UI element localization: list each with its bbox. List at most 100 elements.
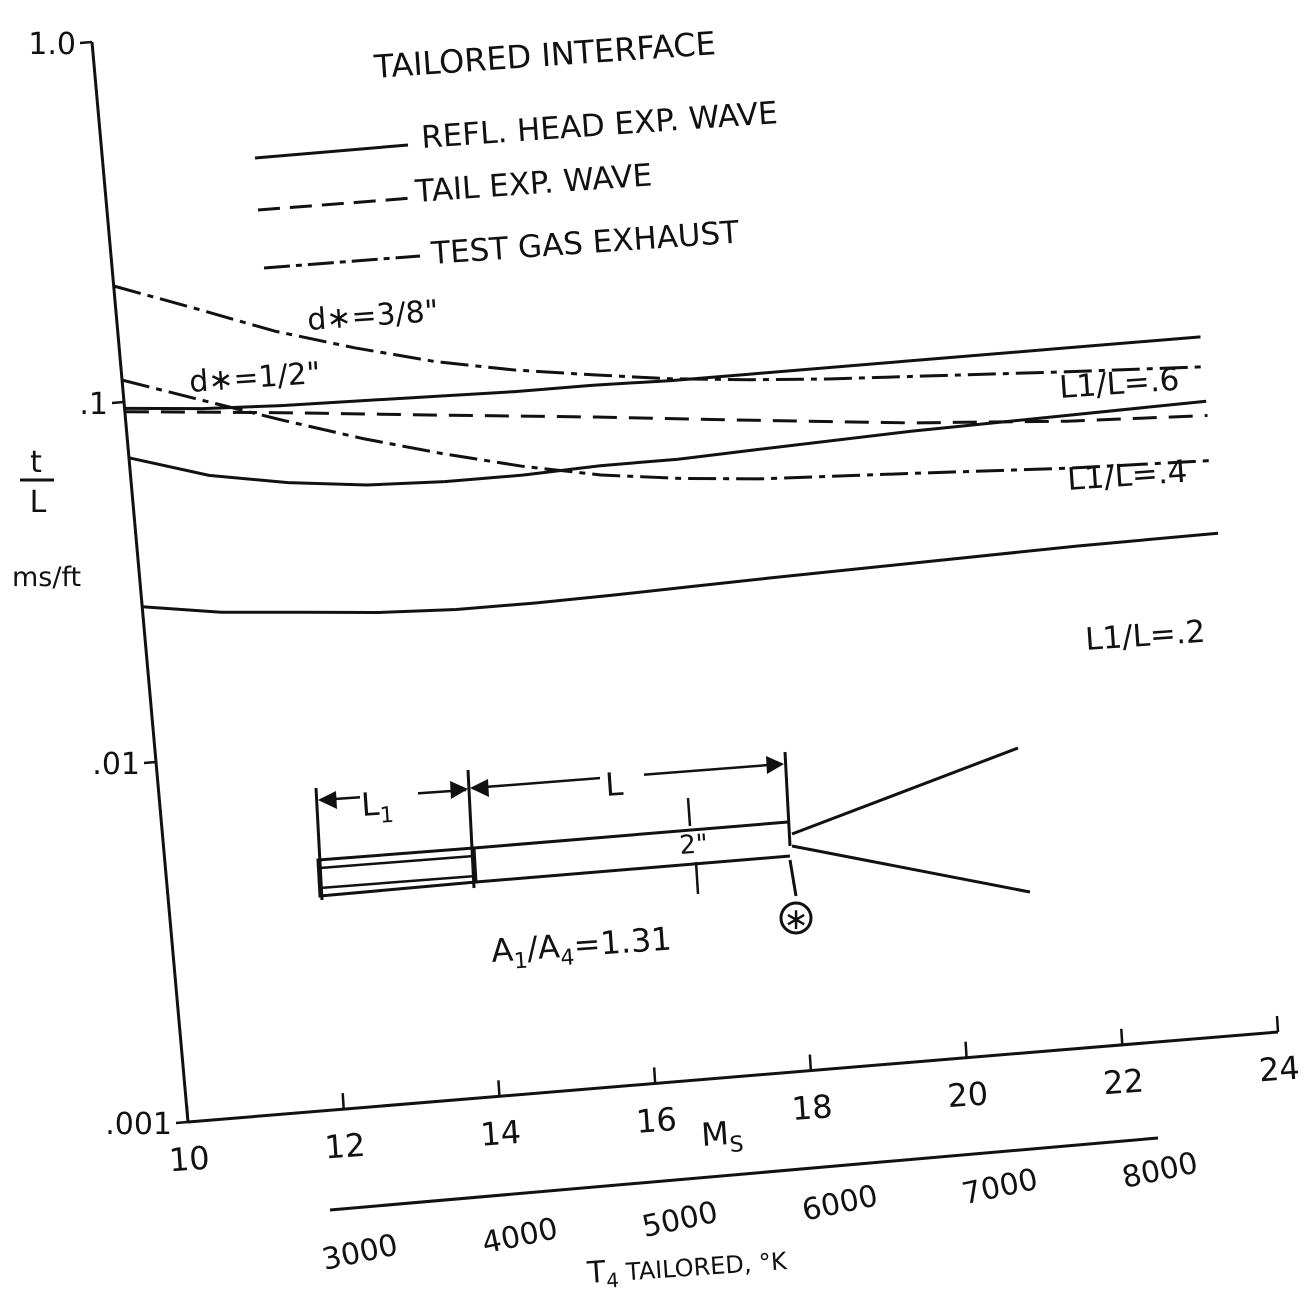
temperature-tick-label: 8000 bbox=[1119, 1146, 1201, 1196]
y-tick-label: 1.0 bbox=[28, 27, 76, 62]
y-tick-mark bbox=[79, 40, 93, 45]
tube-split-marker bbox=[466, 769, 476, 889]
driven-tube-top bbox=[473, 820, 789, 850]
y-label-denominator: L bbox=[30, 485, 47, 520]
diameter-tick-top bbox=[686, 797, 692, 827]
tube-left-marker bbox=[314, 787, 324, 901]
x-tick-label: 18 bbox=[790, 1087, 833, 1128]
temperature-tick-label: 5000 bbox=[639, 1195, 721, 1245]
y-tick-label: .1 bbox=[79, 387, 108, 422]
y-tick-label: .001 bbox=[105, 1107, 172, 1142]
nozzle-upper-wall bbox=[791, 746, 1019, 836]
tube-end-marker bbox=[783, 751, 792, 847]
nozzle-symbol: ∗ bbox=[783, 902, 808, 937]
legend-label-refl-head: REFL. HEAD EXP. WAVE bbox=[420, 95, 779, 156]
diameter-tick-bottom bbox=[694, 861, 700, 895]
series-line-solid bbox=[124, 335, 1201, 411]
x-tick-mark bbox=[1275, 1015, 1280, 1033]
x-tick-mark bbox=[341, 1093, 345, 1110]
area-ratio-a4-sub: 4 bbox=[560, 945, 576, 971]
legend-label-exhaust: TEST GAS EXHAUST bbox=[429, 214, 741, 272]
area-ratio-a1-sub: 1 bbox=[513, 949, 529, 975]
l1-arrow-right bbox=[450, 781, 468, 799]
l-label-backing bbox=[600, 760, 644, 802]
temp-label-rest: TAILORED, °K bbox=[617, 1247, 788, 1287]
temperature-axis-title: T4 TAILORED, °K bbox=[585, 1242, 789, 1291]
temp-label-subscript: 4 bbox=[605, 1268, 619, 1291]
l-arrow-right bbox=[766, 756, 784, 774]
nozzle-lower-wall bbox=[791, 844, 1031, 894]
y-axis-title: t L ms/ft bbox=[12, 445, 81, 593]
x-ticks: 10 12 14 16 18 20 22 24 bbox=[168, 1015, 1301, 1180]
inset-area-ratio: A1/A4=1.31 bbox=[490, 919, 673, 975]
x-tick-label: 22 bbox=[1102, 1062, 1145, 1103]
x-tick-label: 14 bbox=[479, 1113, 522, 1154]
annotation-l-ratio-06: L1/L=.6 bbox=[1058, 362, 1180, 406]
chart-title: TAILORED INTERFACE bbox=[372, 24, 717, 86]
y-tick-mark bbox=[111, 400, 125, 405]
throat-marker bbox=[788, 859, 798, 897]
driver-section bbox=[316, 846, 478, 898]
x-tick-mark bbox=[964, 1041, 968, 1058]
legend-swatch-solid bbox=[254, 143, 409, 160]
annotation-d-three-eighths: d∗=3/8" bbox=[306, 294, 440, 338]
area-ratio-value: =1.31 bbox=[572, 919, 672, 964]
temperature-tick-label: 3000 bbox=[319, 1228, 401, 1278]
series-line-solid bbox=[128, 399, 1207, 487]
inset-l1-label: L1 bbox=[360, 784, 395, 830]
legend-swatch-dashed bbox=[257, 196, 414, 212]
driven-tube-bottom bbox=[475, 854, 791, 884]
data-curves bbox=[113, 284, 1219, 615]
annotation-d-half: d∗=1/2" bbox=[188, 356, 322, 400]
legend-label-tail: TAIL EXP. WAVE bbox=[413, 158, 653, 211]
legend-swatch-dashdot bbox=[263, 254, 421, 270]
x-tick-mark bbox=[1120, 1028, 1124, 1045]
y-tick-label: .01 bbox=[92, 747, 140, 782]
annotation-l-ratio-02: L1/L=.2 bbox=[1084, 614, 1206, 658]
series-line-dashdot bbox=[121, 378, 1212, 481]
x-tick-mark bbox=[185, 1105, 190, 1123]
temp-label-main: T bbox=[585, 1255, 607, 1291]
x-tick-label: 20 bbox=[946, 1074, 989, 1115]
l1-label-backing bbox=[360, 780, 418, 822]
series-line-dashdot bbox=[113, 284, 1204, 382]
y-unit-label: ms/ft bbox=[12, 562, 81, 593]
temperature-tick-label: 6000 bbox=[799, 1178, 881, 1228]
area-ratio-a1: A bbox=[490, 931, 515, 970]
area-ratio-slash-a4: /A bbox=[526, 927, 561, 967]
x-tick-label: 10 bbox=[168, 1139, 211, 1180]
x-axis bbox=[187, 1030, 1279, 1124]
inset-l-label: L bbox=[604, 765, 625, 804]
x-label-subscript: S bbox=[729, 1132, 745, 1158]
x-tick-label: 24 bbox=[1258, 1049, 1301, 1090]
legend: REFL. HEAD EXP. WAVE TAIL EXP. WAVE TEST… bbox=[254, 95, 779, 272]
driver-inner-top bbox=[319, 854, 475, 870]
x-tick-label: 12 bbox=[323, 1126, 366, 1167]
temperature-axis bbox=[329, 1136, 1159, 1212]
nozzle-throat-marker bbox=[779, 901, 813, 935]
x-label-main: M bbox=[700, 1114, 730, 1154]
temperature-tick-label: 7000 bbox=[959, 1162, 1041, 1212]
x-tick-label: 16 bbox=[635, 1100, 678, 1141]
axes bbox=[90, 41, 1279, 1212]
shock-tube-schematic: L1 L 2" ∗ A1/A4=1.31 bbox=[314, 746, 1031, 975]
x-tick-mark bbox=[497, 1080, 501, 1097]
series-line-solid bbox=[142, 531, 1219, 615]
x-tick-mark bbox=[808, 1054, 813, 1071]
temperature-tick-label: 4000 bbox=[479, 1211, 561, 1261]
x-axis-title: MS bbox=[700, 1113, 745, 1160]
l1-subscript: 1 bbox=[379, 803, 395, 829]
series-line-dashed bbox=[124, 410, 1208, 425]
x-tick-mark bbox=[652, 1067, 657, 1084]
y-axis bbox=[90, 41, 190, 1123]
y-tick-mark bbox=[175, 1120, 189, 1125]
driver-inner-bottom bbox=[319, 874, 477, 890]
l1-arrow-left bbox=[318, 791, 337, 809]
annotation-l-ratio-04: L1/L=.4 bbox=[1066, 454, 1188, 498]
y-label-numerator: t bbox=[30, 445, 42, 480]
inset-diameter-label: 2" bbox=[678, 829, 709, 861]
y-ticks: 1.0 .1 .01 .001 bbox=[28, 27, 189, 1142]
y-tick-mark bbox=[143, 760, 157, 765]
l1-letter: L bbox=[360, 785, 381, 824]
